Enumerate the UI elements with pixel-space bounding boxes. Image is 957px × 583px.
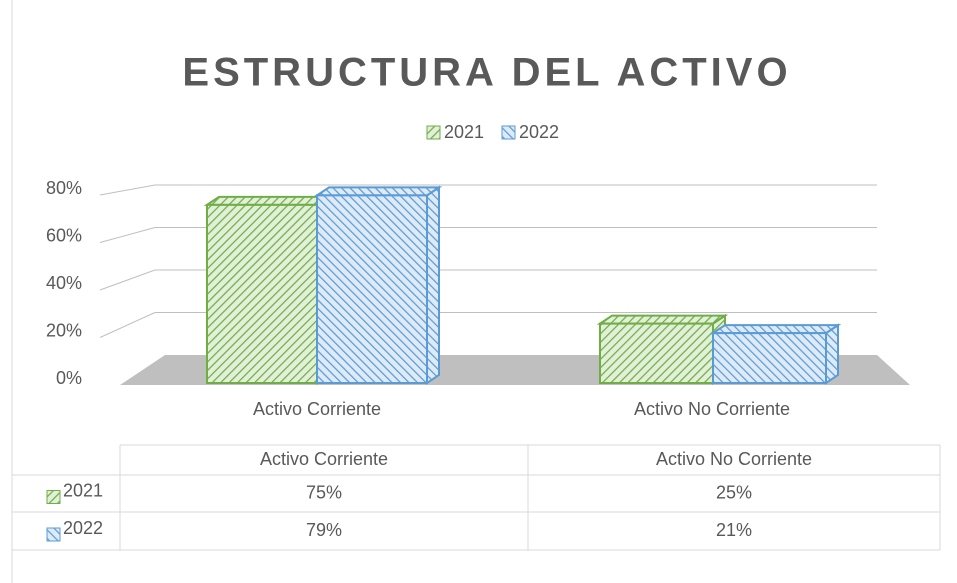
legend-label: 2021 (444, 122, 484, 142)
grid-side (99, 184, 156, 196)
chart-title: ESTRUCTURA DEL ACTIVO (182, 51, 791, 95)
y-tick-label: 60% (46, 225, 82, 245)
x-tick-label: Activo Corriente (253, 399, 381, 419)
grid-side (99, 269, 156, 291)
grid-side (99, 227, 156, 243)
bar (596, 313, 729, 385)
table-cell: 79% (306, 520, 342, 540)
y-tick-label: 0% (56, 368, 82, 388)
y-tick-label: 20% (46, 320, 82, 340)
bar-front (316, 194, 428, 384)
bar-front (599, 322, 714, 384)
y-tick-label: 40% (46, 273, 82, 293)
bar-side (825, 323, 839, 385)
bar-front (712, 332, 827, 384)
bar-top (709, 324, 842, 335)
x-tick-label: Activo No Corriente (634, 399, 790, 419)
table-key (46, 527, 61, 542)
bar-top (596, 314, 729, 325)
table-key (46, 490, 61, 504)
table-cell: 21% (716, 520, 752, 540)
bar-front (206, 203, 318, 384)
table-header: Activo Corriente (260, 449, 388, 469)
grid-side (99, 312, 156, 338)
table-cell: 75% (306, 482, 342, 502)
legend-swatch (501, 125, 516, 140)
table-row-label: 2022 (63, 518, 103, 538)
bar (203, 195, 333, 385)
legend-label: 2022 (519, 122, 559, 142)
bar-side (426, 185, 440, 385)
bar-top (313, 186, 443, 197)
y-tick-label: 80% (46, 178, 82, 198)
table-cell: 25% (716, 482, 752, 502)
table-header: Activo No Corriente (656, 449, 812, 469)
bar (313, 185, 443, 385)
bar-top (203, 195, 333, 206)
table-row-label: 2021 (63, 480, 103, 500)
bar (709, 323, 842, 385)
legend-swatch (426, 125, 441, 140)
grid-line (99, 184, 877, 196)
